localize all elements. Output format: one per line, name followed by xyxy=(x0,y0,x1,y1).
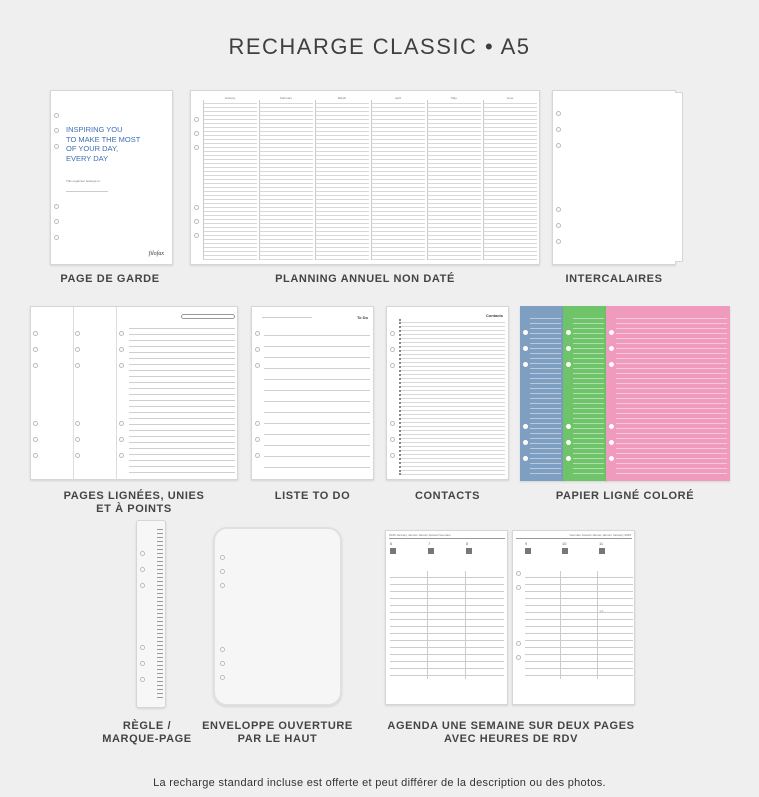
punch-hole xyxy=(566,440,571,445)
punch-hole xyxy=(523,346,528,351)
contacts-page-image: Contacts xyxy=(386,306,509,480)
ruled-lines xyxy=(573,314,604,475)
month-label: January xyxy=(224,96,236,100)
punch-hole xyxy=(523,330,528,335)
ruler-label-line1: RÈGLE / xyxy=(122,720,172,732)
day-number: 7 xyxy=(428,541,431,546)
ruled-lines xyxy=(530,314,561,475)
punch-hole xyxy=(609,346,614,351)
cover-label: PAGE DE GARDE xyxy=(60,273,160,285)
dividers-label: INTERCALAIRES xyxy=(565,273,663,285)
punch-hole xyxy=(566,456,571,461)
colored-paper-image xyxy=(520,306,730,481)
agenda-label-line1: AGENDA UNE SEMAINE SUR DEUX PAGES xyxy=(387,720,635,732)
planner-label: PLANNING ANNUEL NON DATÉ xyxy=(275,273,455,285)
punch-hole xyxy=(523,440,528,445)
agenda-right-page: Gennaio Januari Januar Janvier January 2… xyxy=(512,530,635,705)
annual-planner-image: January February March April May June xyxy=(190,90,540,265)
punch-hole xyxy=(566,424,571,429)
ruled-lines xyxy=(616,314,727,475)
contacts-label: CONTACTS xyxy=(414,490,481,502)
punch-hole xyxy=(523,456,528,461)
ruled-label: PAGES LIGNÉES, UNIES ET À POINTS xyxy=(30,490,238,516)
month-label: June xyxy=(506,96,514,100)
slogan-line: TO MAKE THE MOST xyxy=(66,134,141,144)
todo-heading: To Do xyxy=(356,315,368,320)
belongs-text: This organiser belongs to: xyxy=(66,179,101,183)
disclaimer-footer: La recharge standard incluse est offerte… xyxy=(153,777,606,789)
blue-page xyxy=(520,306,564,481)
ruler-label-line2: MARQUE-PAGE xyxy=(102,733,192,745)
agenda-left-header: 2025 January Janvier Januar Januari Genn… xyxy=(389,533,451,537)
day-number: 8 xyxy=(466,541,469,546)
ruled-label-line2: ET À POINTS xyxy=(96,503,172,515)
agenda-right-header: Gennaio Januari Januar Janvier January 2… xyxy=(569,533,631,537)
ruler-label: RÈGLE / MARQUE-PAGE xyxy=(96,720,198,746)
day-number: 11 xyxy=(599,541,604,546)
slogan-line: OF YOUR DAY, xyxy=(66,144,119,153)
green-page xyxy=(563,306,607,481)
slogan-line: INSPIRING YOU xyxy=(66,125,123,134)
punch-hole xyxy=(609,362,614,367)
todo-page-image: To Do xyxy=(251,306,374,480)
contacts-heading: Contacts xyxy=(485,313,503,318)
punch-hole xyxy=(566,330,571,335)
agenda-label-line2: AVEC HEURES DE RDV xyxy=(443,733,579,745)
day-number: 6 xyxy=(390,541,393,546)
month-label: May xyxy=(451,96,457,100)
envelope-label-line2: PAR LE HAUT xyxy=(237,733,318,745)
ruled-label-line1: PAGES LIGNÉES, UNIES xyxy=(63,490,205,502)
colored-label: PAPIER LIGNÉ COLORÉ xyxy=(555,490,695,502)
filofax-logo: filofax xyxy=(148,251,164,257)
month-label: March xyxy=(337,96,347,100)
punch-hole xyxy=(609,424,614,429)
envelope-label-line1: ENVELOPPE OUVERTURE xyxy=(202,720,353,732)
pink-page xyxy=(606,306,730,481)
punch-hole xyxy=(609,440,614,445)
day-number: 9 xyxy=(525,541,528,546)
todo-label: LISTE TO DO xyxy=(274,490,351,502)
punch-hole xyxy=(523,424,528,429)
day-number: 10 xyxy=(562,541,567,546)
envelope-label: ENVELOPPE OUVERTURE PAR LE HAUT xyxy=(195,720,360,746)
month-label: April xyxy=(394,96,401,100)
slogan-line: EVERY DAY xyxy=(66,153,109,163)
page-title: RECHARGE CLASSIC • A5 xyxy=(228,34,531,59)
cover-page-image: INSPIRING YOU TO MAKE THE MOST OF YOUR D… xyxy=(50,90,173,265)
ruler-image xyxy=(136,520,166,708)
punch-hole xyxy=(566,362,571,367)
ruled-pages-image xyxy=(30,306,238,481)
punch-hole xyxy=(609,330,614,335)
agenda-left-page: 2025 January Janvier Januar Januari Genn… xyxy=(385,530,508,705)
dividers-image xyxy=(552,90,676,265)
envelope-image xyxy=(213,527,342,706)
agenda-label: AGENDA UNE SEMAINE SUR DEUX PAGES AVEC H… xyxy=(380,720,642,746)
month-label: February xyxy=(279,96,292,100)
punch-hole xyxy=(523,362,528,367)
punch-hole xyxy=(609,456,614,461)
punch-hole xyxy=(566,346,571,351)
